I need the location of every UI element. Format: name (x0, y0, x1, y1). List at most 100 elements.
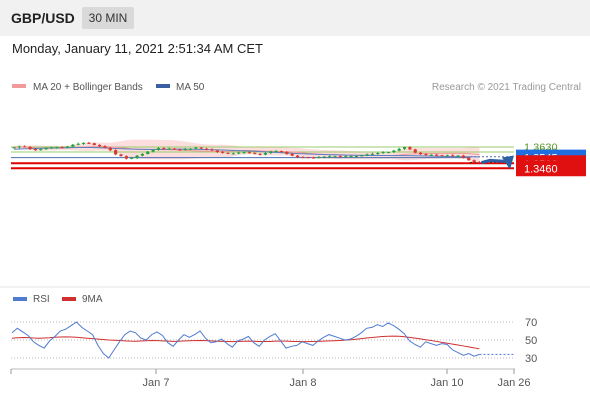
x-tick-label: Jan 7 (143, 377, 170, 389)
candle-body (172, 148, 177, 150)
candle-body (237, 152, 241, 154)
candle-body (274, 151, 278, 153)
candle-body (65, 146, 70, 148)
credit-text: Research © 2021 Trading Central (432, 82, 581, 93)
candle-body (386, 152, 391, 154)
forecast-arrow (481, 158, 509, 165)
candle-body (301, 157, 305, 159)
support-label-box (516, 160, 586, 177)
candle-body (12, 147, 16, 149)
candle-body (23, 146, 27, 148)
candle-body (451, 155, 455, 157)
x-tick-label: Jan 10 (430, 377, 463, 389)
candle-body (344, 156, 348, 158)
candle-body (461, 155, 465, 158)
candle-body (55, 147, 59, 149)
candle-body (114, 150, 118, 155)
candle-body (140, 154, 144, 156)
candle-body (33, 149, 37, 151)
candle-body (477, 162, 482, 164)
candle-body (312, 157, 316, 159)
candle-body (135, 155, 139, 158)
candle-body (440, 155, 444, 157)
candle-body (194, 147, 198, 149)
candle-body (119, 154, 123, 157)
candle-body (456, 155, 460, 157)
candle-body (253, 152, 257, 154)
candle-body (242, 152, 246, 154)
candle-body (49, 147, 54, 149)
candle-body (333, 156, 337, 158)
candle-body (445, 155, 449, 157)
rsi-line (11, 321, 480, 359)
candle-body (98, 145, 102, 147)
candle-body (424, 154, 428, 156)
rsi-axis-label: 70 (525, 317, 537, 329)
candle-body (429, 154, 433, 156)
candle-body (317, 157, 321, 159)
chart-header: GBP/USD 30 MIN (0, 0, 590, 36)
candle-body (285, 152, 289, 154)
candle-body (419, 152, 423, 155)
candle-body (76, 143, 80, 145)
candle-body (258, 153, 262, 155)
candle-body (226, 152, 230, 154)
candle-body (199, 147, 203, 149)
candle-body (435, 154, 439, 156)
candle-body (92, 143, 96, 145)
candle-body (397, 148, 401, 151)
timeframe-badge[interactable]: 30 MIN (82, 7, 134, 29)
candle-body (279, 151, 284, 153)
ma50-legend-swatch (156, 84, 170, 88)
candle-body (221, 151, 225, 153)
candle-body (365, 154, 369, 156)
candle-body (71, 144, 75, 147)
ma50-legend-label: MA 50 (176, 82, 205, 93)
candle-body (263, 153, 268, 155)
candle-body (156, 148, 161, 150)
candle-body (247, 152, 251, 154)
candle-body (338, 156, 342, 158)
candle-body (205, 148, 209, 150)
rsi-legend-swatch (13, 297, 27, 301)
candle-body (151, 150, 155, 152)
symbol-label: GBP/USD (11, 10, 75, 26)
rsi-ma-line (11, 335, 480, 350)
candle-body (17, 146, 21, 148)
candle-body (215, 150, 219, 152)
ma20-legend-label: MA 20 + Bollinger Bands (33, 82, 143, 93)
candle-body (322, 156, 326, 158)
datetime-label: Monday, January 11, 2021 2:51:34 AM CET (12, 41, 263, 56)
candle-body (269, 151, 273, 153)
candle-body (472, 160, 476, 163)
ma50-line (13, 147, 480, 158)
rsi-legend-label: RSI (33, 294, 50, 305)
candle-body (402, 147, 407, 149)
candle-body (392, 150, 396, 153)
candle-body (188, 148, 193, 150)
candle-body (39, 149, 43, 151)
candle-body (124, 156, 128, 159)
rsi-axis-label: 30 (525, 353, 537, 365)
candle-body (28, 146, 32, 149)
candle-body (295, 155, 300, 158)
candle-body (130, 157, 134, 159)
ma20-legend-swatch (12, 84, 26, 88)
candle-body (413, 149, 417, 153)
candle-body (162, 148, 166, 150)
candle-body (290, 153, 294, 156)
rsi-axis-label: 50 (525, 335, 537, 347)
candle-body (349, 156, 353, 158)
candle-body (81, 142, 86, 144)
candle-body (167, 148, 171, 150)
candle-body (381, 152, 385, 154)
candle-body (87, 142, 91, 144)
candle-body (408, 147, 412, 150)
candle-body (467, 157, 471, 161)
candle-body (146, 151, 150, 154)
candle-body (231, 153, 235, 155)
candle-body (210, 149, 214, 151)
candle-body (60, 147, 64, 149)
candle-body (376, 153, 380, 154)
